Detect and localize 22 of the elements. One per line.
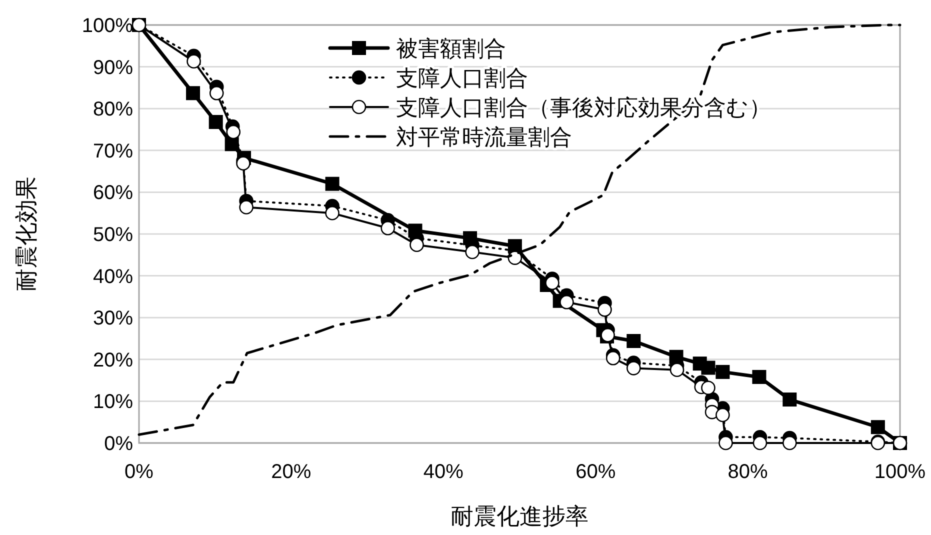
x-tick-label: 20% [271, 461, 312, 483]
legend-label: 支障人口割合 [396, 66, 528, 90]
x-tick-label: 40% [423, 461, 464, 483]
y-tick-label: 60% [92, 182, 134, 204]
legend-label: 対平常時流量割合 [396, 124, 572, 150]
y-tick-label: 30% [92, 308, 134, 330]
x-tick-label: 100% [874, 461, 926, 483]
x-tick-label: 60% [576, 461, 616, 483]
legend-label: 被害額割合 [396, 36, 506, 61]
y-tick-label: 20% [92, 349, 134, 372]
y-tick-label: 100% [82, 15, 134, 37]
x-tick-label: 80% [728, 461, 768, 483]
y-tick-label: 70% [92, 140, 134, 162]
x-axis-title: 耐震化進捗率 [450, 503, 588, 529]
y-tick-label: 90% [92, 56, 134, 79]
y-tick-label: 50% [92, 224, 134, 246]
y-tick-label: 10% [92, 391, 134, 414]
y-tick-label: 80% [92, 98, 134, 121]
y-tick-label: 0% [104, 433, 134, 455]
x-tick-label: 0% [124, 461, 154, 483]
y-tick-label: 40% [92, 266, 134, 288]
y-axis-title: 耐震化効果 [13, 176, 39, 292]
